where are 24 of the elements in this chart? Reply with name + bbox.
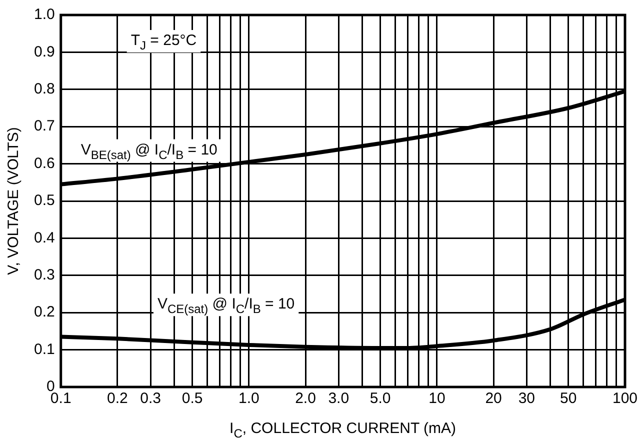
y-tick-label: 0.4 [34, 229, 55, 246]
x-tick-label: 2.0 [295, 390, 316, 408]
y-tick-label: 0.2 [34, 304, 55, 321]
y-tick-label: 0.5 [34, 192, 55, 210]
x-tick-label: 100 [612, 390, 638, 408]
x-tick-label: 50 [560, 390, 577, 408]
y-tick-label: 0.7 [34, 118, 55, 135]
x-tick-label: 1.0 [238, 390, 260, 408]
x-tick-label: 0.5 [182, 390, 203, 408]
y-tick-label: 1.0 [34, 6, 55, 24]
y-axis-title: V, VOLTAGE (VOLTS) [5, 127, 22, 275]
x-tick-label: 5.0 [370, 390, 391, 408]
y-tick-label: 0.3 [34, 266, 55, 284]
y-tick-label: 0.6 [34, 154, 55, 172]
x-tick-label: 0.1 [50, 390, 72, 408]
x-tick-label: 20 [485, 390, 502, 408]
x-tick-label: 30 [518, 390, 536, 408]
x-tick-label: 10 [428, 390, 446, 408]
y-tick-label: 0.8 [34, 80, 55, 98]
x-tick-label: 0.3 [140, 390, 162, 408]
x-tick-label: 0.2 [107, 390, 128, 408]
y-tick-label: 0.9 [34, 43, 55, 60]
y-tick-label: 0.1 [34, 340, 55, 358]
x-tick-label: 3.0 [328, 390, 350, 408]
